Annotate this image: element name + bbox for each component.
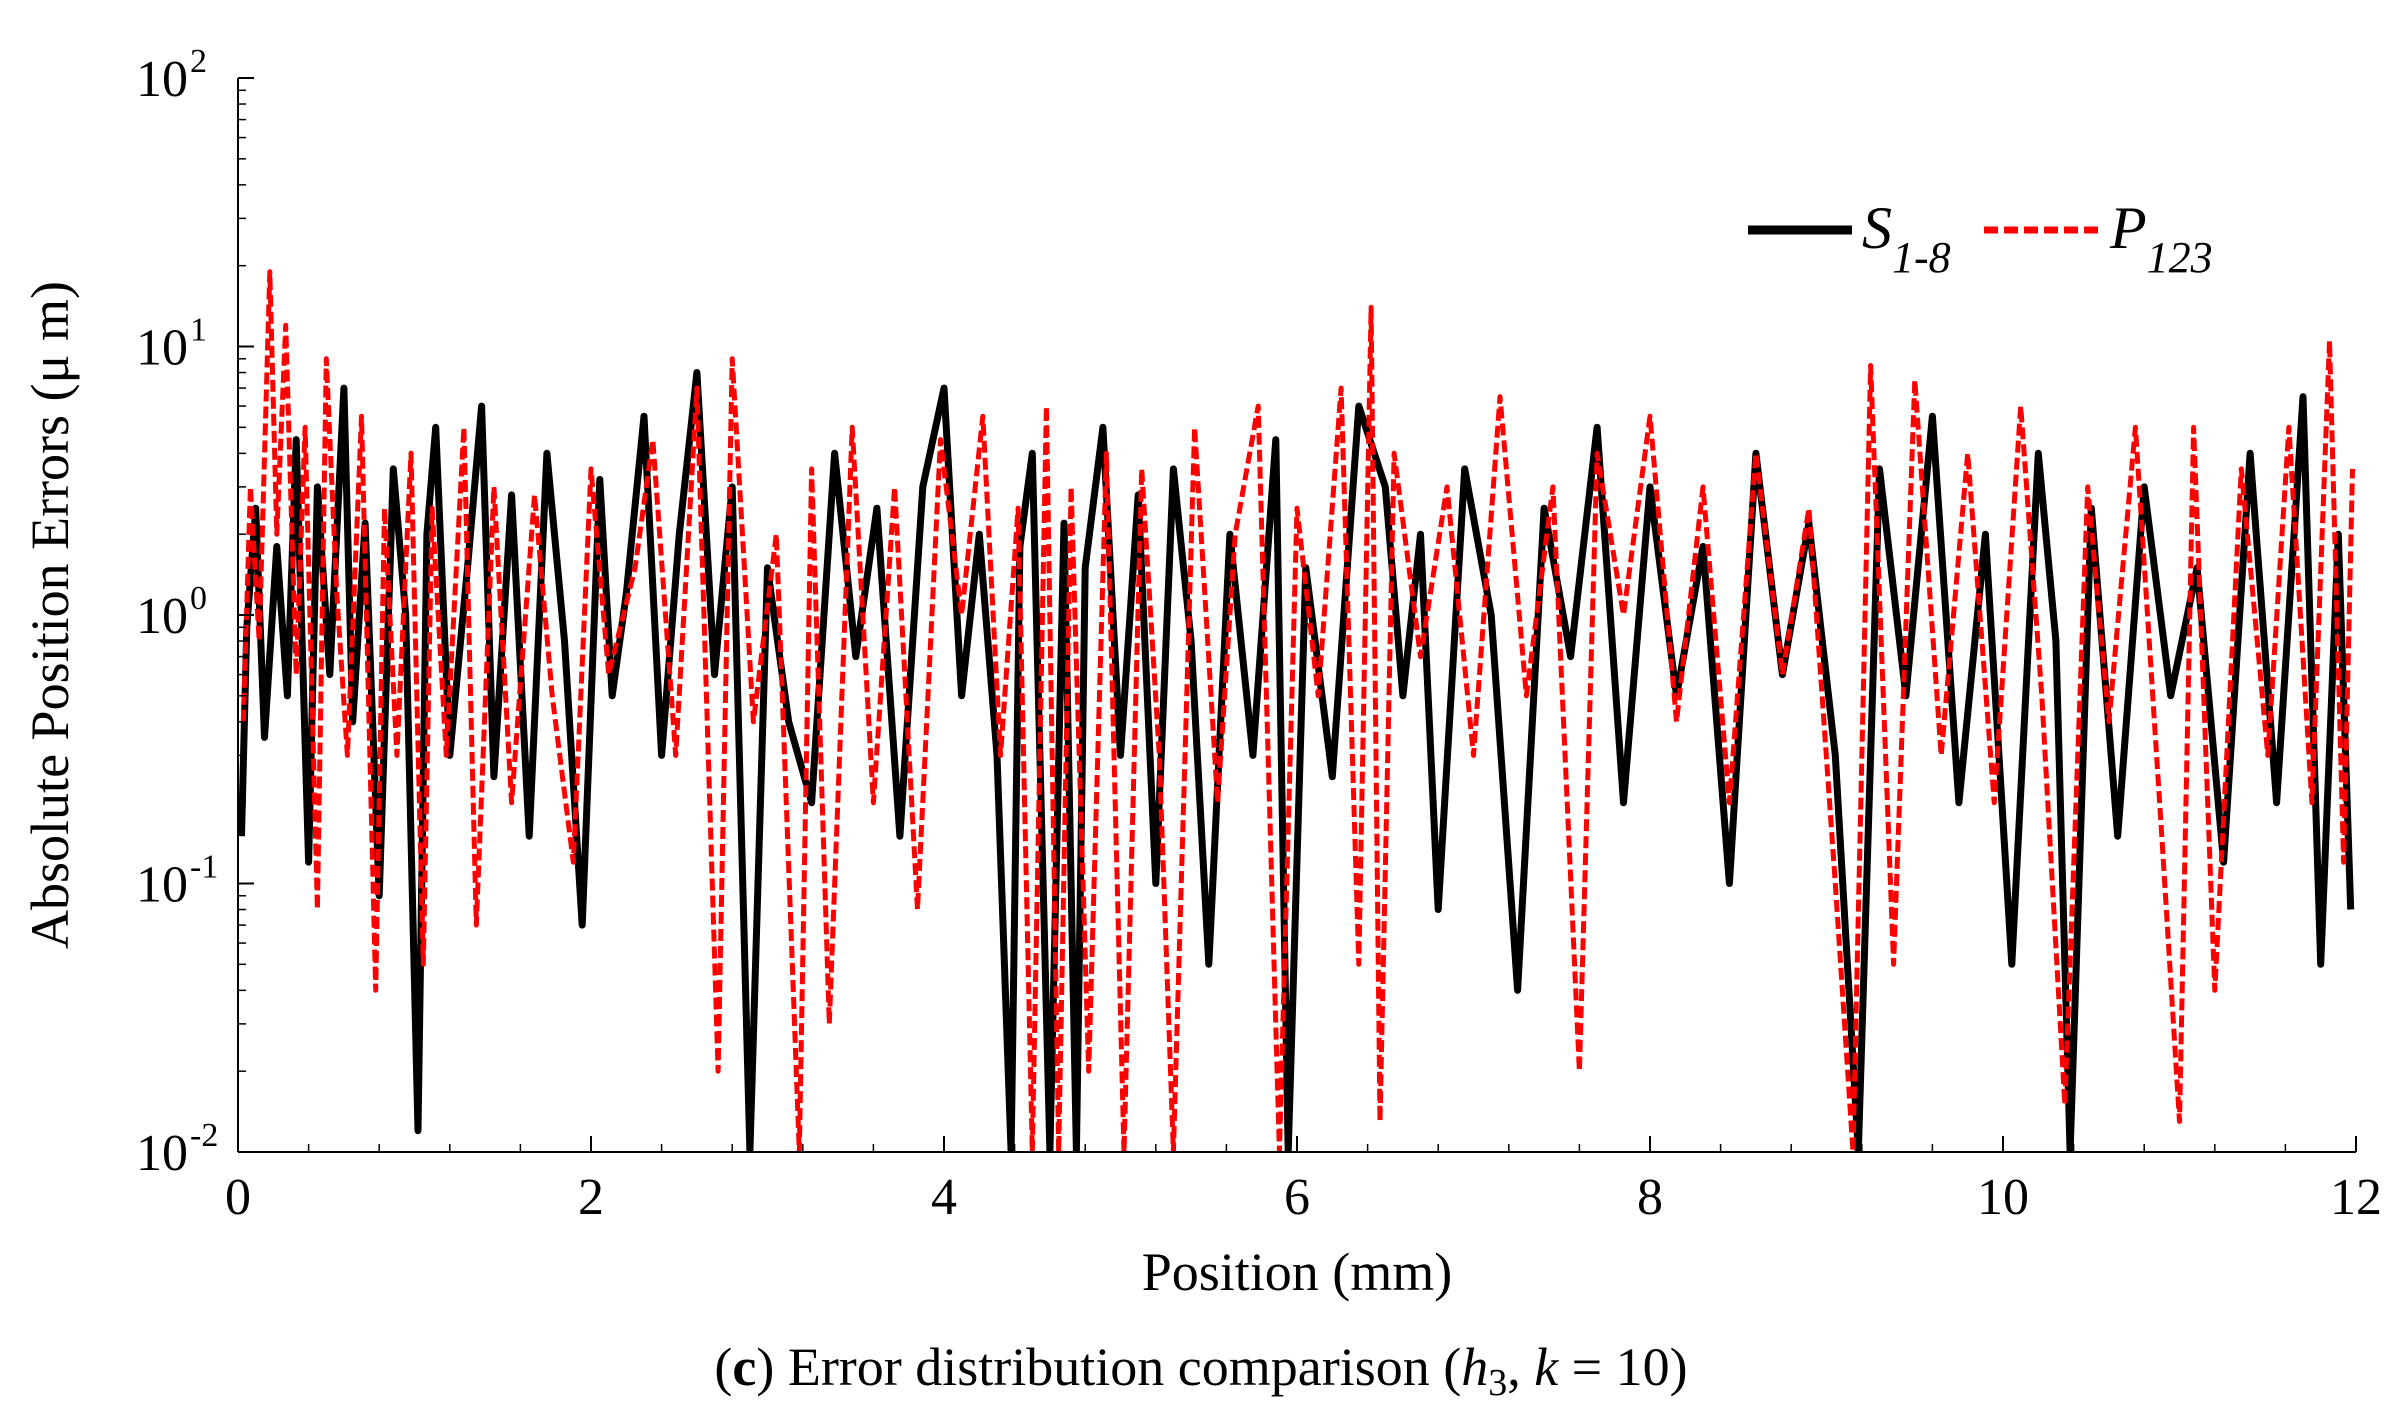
series-line-p123: [240, 269, 2355, 1152]
y-axis-title: Absolute Position Errors (μ m): [20, 281, 80, 949]
y-tick-label: 10: [136, 320, 188, 377]
y-tick-exponent: 1: [190, 312, 207, 349]
legend-label-p123: P123: [2109, 195, 2213, 282]
y-tick-exponent: -2: [190, 1117, 218, 1154]
y-tick-label: 10: [136, 51, 188, 108]
legend: S1-8 P123: [1748, 195, 2213, 282]
x-tick-label: 8: [1637, 1169, 1663, 1226]
series-line-s1-8: [238, 369, 2355, 1152]
x-tick-label: 6: [1284, 1169, 1310, 1226]
y-tick-label: 10: [136, 857, 188, 914]
y-tick-exponent: 0: [190, 580, 207, 617]
x-axis-title: Position (mm): [1142, 1242, 1453, 1302]
x-tick-label: 0: [225, 1169, 251, 1226]
series-layer: [238, 269, 2355, 1152]
y-tick-exponent: -1: [190, 849, 218, 886]
x-tick-label: 4: [931, 1169, 957, 1226]
y-tick-label: 10: [136, 1125, 188, 1182]
legend-label-s18: S1-8: [1862, 195, 1951, 282]
x-tick-label: 12: [2330, 1169, 2382, 1226]
x-ticks: 0 2 4 6 8 10 12: [225, 1136, 2382, 1226]
plot-clip-group: [238, 269, 2355, 1152]
figure-caption: (c) Error distribution comparison (h3, k…: [714, 1337, 1687, 1404]
y-tick-exponent: 2: [190, 43, 207, 80]
x-tick-label: 2: [578, 1169, 604, 1226]
x-tick-label: 10: [1977, 1169, 2029, 1226]
y-tick-label: 10: [136, 588, 188, 645]
